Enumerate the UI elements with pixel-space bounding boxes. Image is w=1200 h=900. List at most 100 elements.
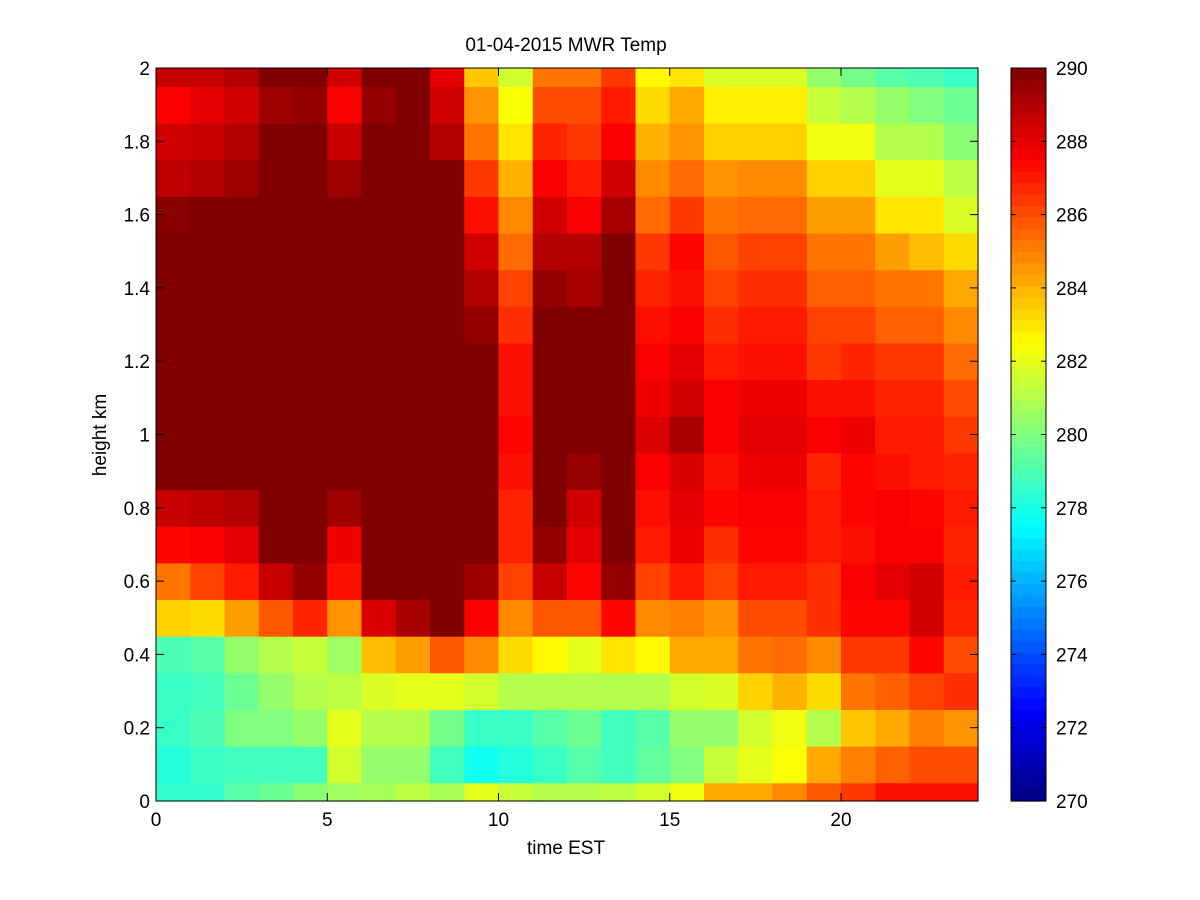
heatmap-cell — [669, 416, 705, 454]
heatmap-cell — [909, 68, 945, 87]
heatmap-cell — [498, 526, 534, 564]
heatmap-cell — [704, 159, 739, 197]
heatmap-cell — [875, 86, 911, 124]
heatmap-cell — [601, 306, 637, 344]
heatmap-cell — [704, 306, 739, 344]
heatmap-cell — [258, 782, 294, 802]
colorbar-step — [1011, 675, 1046, 688]
heatmap-cell — [772, 86, 808, 124]
heatmap-cell — [601, 196, 637, 234]
heatmap-cell — [258, 122, 294, 161]
heatmap-cell — [567, 599, 602, 637]
heatmap-cell — [293, 122, 328, 161]
heatmap-cell — [669, 672, 705, 710]
heatmap-cell — [224, 416, 260, 454]
heatmap-cell — [635, 709, 671, 747]
heatmap-cell — [395, 342, 431, 381]
heatmap-cell — [258, 709, 294, 747]
heatmap-cell — [395, 526, 431, 564]
heatmap-cell — [327, 782, 363, 802]
heatmap-cell — [875, 452, 911, 491]
heatmap-cell — [875, 196, 911, 234]
colorbar-step — [1011, 560, 1046, 573]
heatmap-cell — [430, 562, 465, 601]
heatmap-cell — [601, 599, 637, 637]
colorbar-step — [1011, 342, 1046, 355]
heatmap-cell — [738, 122, 774, 161]
heatmap-cell — [943, 86, 979, 124]
colorbar-step — [1011, 491, 1046, 504]
heatmap-cell — [875, 709, 911, 747]
heatmap-cell — [532, 709, 568, 747]
colorbar-tick-label: 282 — [1056, 352, 1088, 373]
heatmap-cell — [738, 232, 774, 271]
heatmap-cell — [841, 562, 876, 601]
heatmap-cell — [909, 269, 945, 307]
colorbar-step — [1011, 457, 1046, 470]
heatmap-cell — [669, 306, 705, 344]
heatmap-cell — [293, 526, 328, 564]
heatmap-cell — [532, 159, 568, 197]
heatmap-cell — [601, 636, 637, 674]
heatmap-cell — [293, 416, 328, 454]
heatmap-cell — [806, 746, 842, 784]
heatmap-cell — [395, 709, 431, 747]
heatmap-cell — [464, 599, 500, 637]
heatmap-cell — [909, 562, 945, 601]
heatmap-cell — [738, 599, 774, 637]
heatmap-cell — [327, 709, 363, 747]
heatmap-cell — [532, 306, 568, 344]
heatmap-cell — [395, 599, 431, 637]
heatmap-cell — [464, 526, 500, 564]
heatmap-cell — [224, 599, 260, 637]
heatmap-cell — [841, 416, 876, 454]
heatmap-cell — [841, 526, 876, 564]
heatmap-cell — [635, 636, 671, 674]
heatmap-cell — [806, 122, 842, 161]
heatmap-cell — [841, 306, 876, 344]
heatmap-cell — [875, 269, 911, 307]
heatmap-cell — [601, 782, 637, 802]
heatmap-cell — [464, 122, 500, 161]
y-axis-label: height km — [90, 394, 111, 476]
colorbar-step — [1011, 262, 1046, 275]
heatmap-cell — [875, 68, 911, 87]
heatmap-cell — [464, 86, 500, 124]
heatmap-cells — [156, 68, 979, 802]
heatmap-cell — [190, 86, 226, 124]
y-tick-label: 1 — [139, 426, 150, 447]
heatmap-cell — [532, 68, 568, 87]
heatmap-cell — [669, 379, 705, 417]
heatmap-cell — [772, 306, 808, 344]
heatmap-cell — [361, 562, 397, 601]
colorbar-step — [1011, 171, 1046, 184]
heatmap-cell — [567, 709, 602, 747]
heatmap-cell — [738, 306, 774, 344]
heatmap-cell — [669, 68, 705, 87]
heatmap-cell — [224, 86, 260, 124]
heatmap-cell — [806, 782, 842, 802]
heatmap-cell — [361, 636, 397, 674]
heatmap-cell — [669, 452, 705, 491]
heatmap-cell — [567, 562, 602, 601]
heatmap-cell — [704, 86, 739, 124]
heatmap-cell — [601, 452, 637, 491]
heatmap-cell — [704, 709, 739, 747]
heatmap-cell — [190, 672, 226, 710]
heatmap-cell — [909, 782, 945, 802]
colorbar-step — [1011, 778, 1046, 791]
heatmap-cell — [875, 562, 911, 601]
heatmap-cell — [430, 379, 465, 417]
heatmap-cell — [156, 452, 191, 491]
heatmap-cell — [430, 599, 465, 637]
heatmap-cell — [806, 196, 842, 234]
heatmap-cell — [601, 269, 637, 307]
colorbar-tick-label: 274 — [1056, 645, 1088, 666]
colorbar-step — [1011, 514, 1046, 527]
heatmap-cell — [567, 232, 602, 271]
heatmap-cell — [601, 68, 637, 87]
heatmap-cell — [943, 306, 979, 344]
heatmap-cell — [772, 526, 808, 564]
heatmap-cell — [395, 122, 431, 161]
heatmap-cell — [806, 672, 842, 710]
